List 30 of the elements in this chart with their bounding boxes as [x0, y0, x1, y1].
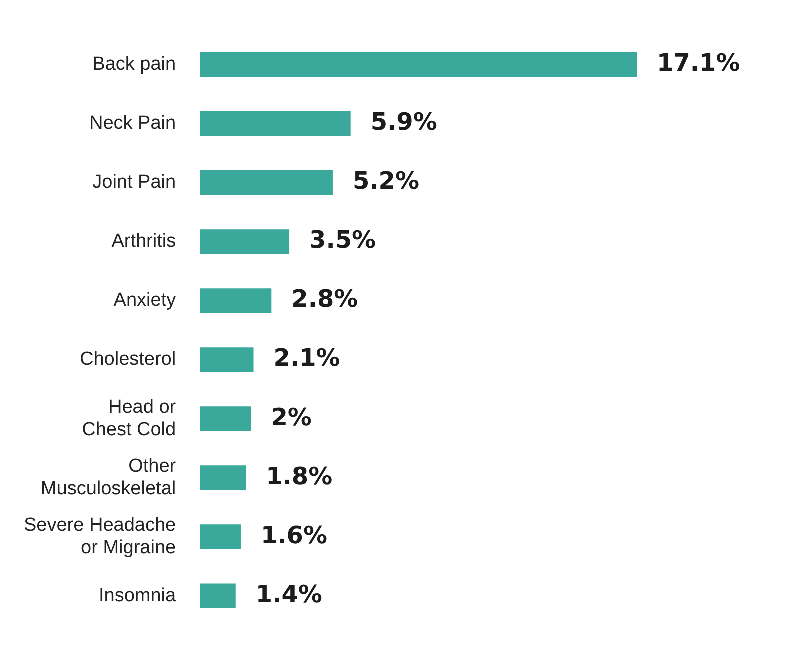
- data-label: 2.8%: [292, 285, 358, 314]
- y-tick-label: Joint Pain: [92, 172, 176, 194]
- bar: [200, 584, 236, 608]
- data-label: 1.4%: [256, 580, 322, 608]
- data-label: 5.2%: [352, 167, 420, 196]
- y-tick-label: Other Musculoskeletal: [40, 456, 177, 500]
- bar: [200, 288, 272, 314]
- y-tick-label: Back pain: [92, 54, 176, 76]
- data-label: 17.1%: [657, 49, 740, 78]
- data-label: 1.6%: [260, 521, 328, 550]
- y-tick-label: Neck Pain: [89, 113, 176, 134]
- y-tick-label: Head or Chest Cold: [82, 396, 177, 441]
- data-label: 2%: [271, 403, 312, 432]
- y-tick-label: Severe Headache or Migraine: [24, 514, 176, 559]
- data-label: 1.8%: [266, 462, 333, 490]
- y-tick-label: Insomnia: [98, 585, 177, 606]
- bar: [200, 524, 241, 550]
- bar: [200, 170, 333, 196]
- data-label: 2.1%: [274, 344, 340, 372]
- y-tick-label: Arthritis: [112, 231, 176, 252]
- bar: [200, 466, 246, 490]
- bar: [200, 230, 290, 254]
- bar: [200, 406, 252, 432]
- bar: [200, 52, 638, 78]
- y-tick-label: Anxiety: [114, 290, 177, 312]
- data-label: 3.5%: [310, 226, 376, 254]
- data-label: 5.9%: [370, 108, 438, 136]
- y-tick-label: Cholesterol: [80, 349, 176, 370]
- bar: [200, 348, 254, 372]
- bar: [200, 112, 351, 136]
